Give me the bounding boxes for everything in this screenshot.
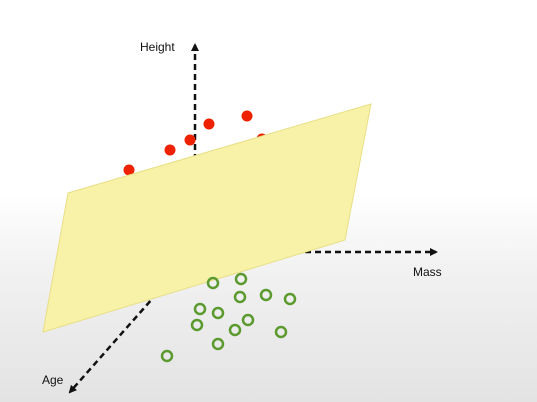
class-b-point xyxy=(228,323,242,337)
separating-hyperplane xyxy=(42,103,372,333)
class-b-points xyxy=(160,272,297,363)
mass-axis-label: Mass xyxy=(413,265,442,279)
class-b-point xyxy=(283,292,297,306)
class-b-point xyxy=(234,272,248,286)
class-a-point xyxy=(241,110,253,122)
height-axis-label: Height xyxy=(140,40,175,54)
class-b-point xyxy=(206,276,220,290)
class-a-point xyxy=(184,134,196,146)
class-a-point xyxy=(123,164,135,176)
class-a-point xyxy=(203,118,215,130)
age-axis-label: Age xyxy=(42,373,64,387)
class-a-point xyxy=(164,144,176,156)
class-b-point xyxy=(274,325,288,339)
class-b-point xyxy=(160,349,174,363)
class-b-point xyxy=(211,306,225,320)
class-b-point xyxy=(190,318,204,332)
class-b-point xyxy=(259,288,273,302)
class-b-point xyxy=(193,302,207,316)
class-b-point xyxy=(241,313,255,327)
class-b-point xyxy=(233,290,247,304)
class-b-point xyxy=(211,337,225,351)
